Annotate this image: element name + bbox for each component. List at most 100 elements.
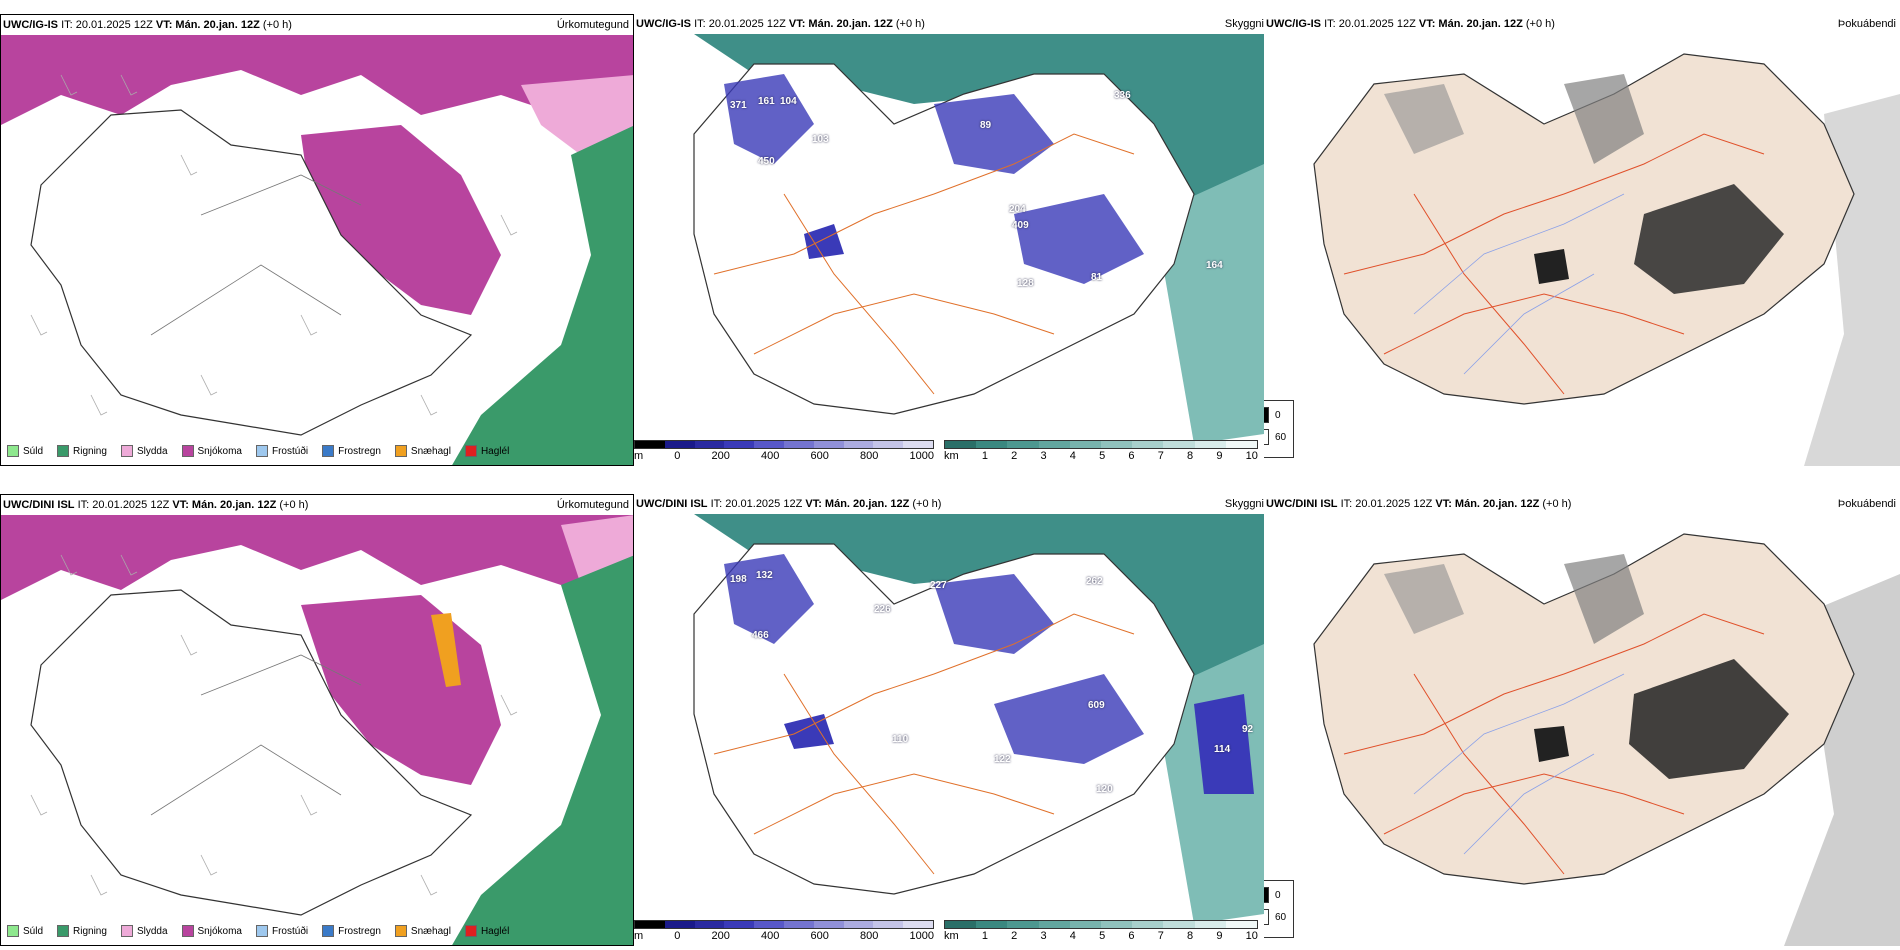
ceiling-label: 114 [1214, 744, 1231, 755]
ceiling-label: 161 [758, 96, 775, 107]
tick: 1000 [909, 930, 934, 942]
legend-item: Slydda [120, 925, 168, 937]
tick: 4 [1069, 450, 1076, 462]
legend-swatch [120, 925, 133, 937]
legend-item: Slydda [120, 445, 168, 457]
model-name: UWC/IG-IS [3, 19, 58, 31]
visibility-map [634, 32, 1264, 452]
ceiling-unit: m [634, 930, 644, 942]
lead-time: (+0 h) [912, 498, 942, 510]
panel-title-visibility: Skyggni [1224, 18, 1264, 30]
lead-time: (+0 h) [1542, 498, 1572, 510]
fog-legend-swatch [1264, 407, 1269, 423]
visibility-panel-row1: UWC/IG-IS IT: 20.01.2025 12Z VT: Mán. 20… [634, 14, 1264, 466]
panel-title-fog: Þokuábendi [1837, 498, 1896, 510]
tick: 0 [674, 930, 681, 942]
ceiling-colorbar [634, 920, 934, 929]
legend-swatch [255, 445, 268, 457]
panel-title-visibility: Skyggni [1224, 498, 1264, 510]
ceiling-label: 450 [758, 156, 775, 167]
legend-label: Haglél [480, 925, 510, 937]
tick: 8 [1187, 450, 1194, 462]
legend-item: Snjókoma [181, 445, 242, 457]
tick: 5 [1099, 450, 1106, 462]
ceiling-label: 122 [994, 754, 1011, 765]
model-name: UWC/IG-IS [636, 18, 691, 30]
valid-time: Mán. 20.jan. 12Z [824, 498, 910, 510]
fog-legend-swatch [1264, 909, 1269, 925]
legend-swatch [394, 925, 407, 937]
ceiling-label: 89 [980, 120, 992, 131]
fog-legend-row: 0 [1264, 887, 1289, 903]
legend-swatch [464, 445, 477, 457]
legend-item: Frostregn [322, 445, 381, 457]
precip-legend: Súld Rigning Slydda Snjókoma Frostúði Fr… [7, 445, 509, 457]
ceiling-label: 204 [1009, 204, 1026, 215]
visibility-colorbar [944, 440, 1258, 449]
ceiling-label: 226 [874, 604, 891, 615]
legend-item: Haglél [464, 445, 509, 457]
ceiling-label: 262 [1086, 576, 1103, 587]
legend-label: Frostregn [338, 925, 381, 937]
tick: 7 [1157, 450, 1164, 462]
tick: 9 [1216, 930, 1223, 942]
precip-map [1, 15, 633, 465]
legend-swatch [322, 925, 335, 937]
fog-legend-row: 0 [1264, 407, 1289, 423]
ceiling-label: 466 [752, 630, 769, 641]
precip-legend: Súld Rigning Slydda Snjókoma Frostúði Fr… [7, 925, 509, 937]
tick: 1 [981, 450, 988, 462]
ceiling-label: 198 [730, 574, 747, 585]
legend-swatch [394, 445, 407, 457]
ceiling-label: 128 [1017, 278, 1034, 289]
fog-legend-label: 0 [1275, 889, 1281, 901]
valid-time: Mán. 20.jan. 12Z [1454, 498, 1540, 510]
legend-swatch [181, 445, 194, 457]
ceiling-label: 92 [1242, 724, 1254, 735]
fog-legend-row: 60 [1264, 429, 1289, 445]
valid-time: Mán. 20.jan. 12Z [191, 499, 277, 511]
tick: 400 [761, 450, 780, 462]
visibility-scale: km 1 2 3 4 5 6 7 8 9 10 [944, 440, 1258, 462]
tick: 0 [674, 450, 681, 462]
tick: 400 [761, 930, 780, 942]
tick: 9 [1216, 450, 1223, 462]
ceiling-ticks: m 0 200 400 600 800 1000 [634, 930, 934, 942]
legend-label: Súld [23, 445, 44, 457]
tick: 600 [810, 450, 829, 462]
lead-time: (+0 h) [1525, 18, 1555, 30]
legend-swatch [255, 925, 268, 937]
tick: 1 [981, 930, 988, 942]
ceiling-label: 120 [1096, 784, 1113, 795]
fog-panel-row2: UWC/DINI ISL IT: 20.01.2025 12Z VT: Mán.… [1264, 494, 1900, 946]
valid-time: Mán. 20.jan. 12Z [1438, 18, 1523, 30]
panel-header: UWC/DINI ISL IT: 20.01.2025 12Z VT: Mán.… [1266, 498, 1571, 510]
legend-swatch [57, 925, 70, 937]
visibility-unit: km [944, 930, 959, 942]
fog-map [1264, 494, 1900, 946]
fog-legend-label: 0 [1275, 409, 1281, 421]
legend-label: Slydda [136, 925, 168, 937]
ceiling-label: 164 [1206, 260, 1223, 271]
legend-label: Frostregn [338, 445, 381, 457]
init-time: IT: 20.01.2025 12Z [694, 18, 786, 30]
panel-header: UWC/IG-IS IT: 20.01.2025 12Z VT: Mán. 20… [3, 19, 292, 31]
model-name: UWC/DINI ISL [1266, 498, 1338, 510]
ceiling-scale: m 0 200 400 600 800 1000 [634, 920, 934, 942]
model-name: UWC/DINI ISL [3, 499, 75, 511]
tick: 6 [1128, 930, 1135, 942]
panel-header: UWC/DINI ISL IT: 20.01.2025 12Z VT: Mán.… [3, 499, 308, 511]
panel-title-precip: Úrkomutegund [556, 499, 629, 511]
visibility-ticks: km 1 2 3 4 5 6 7 8 9 10 [944, 930, 1258, 942]
fog-legend-label: 60 [1275, 431, 1287, 443]
tick: 6 [1128, 450, 1135, 462]
legend-label: Súld [23, 925, 44, 937]
visibility-unit: km [944, 450, 959, 462]
legend-item: Rigning [57, 925, 107, 937]
legend-item: Rigning [57, 445, 107, 457]
valid-time: Mán. 20.jan. 12Z [808, 18, 893, 30]
ceiling-label: 371 [730, 100, 747, 111]
panel-header: UWC/IG-IS IT: 20.01.2025 12Z VT: Mán. 20… [1266, 18, 1555, 30]
tick: 10 [1245, 450, 1258, 462]
legend-label: Rigning [73, 925, 107, 937]
